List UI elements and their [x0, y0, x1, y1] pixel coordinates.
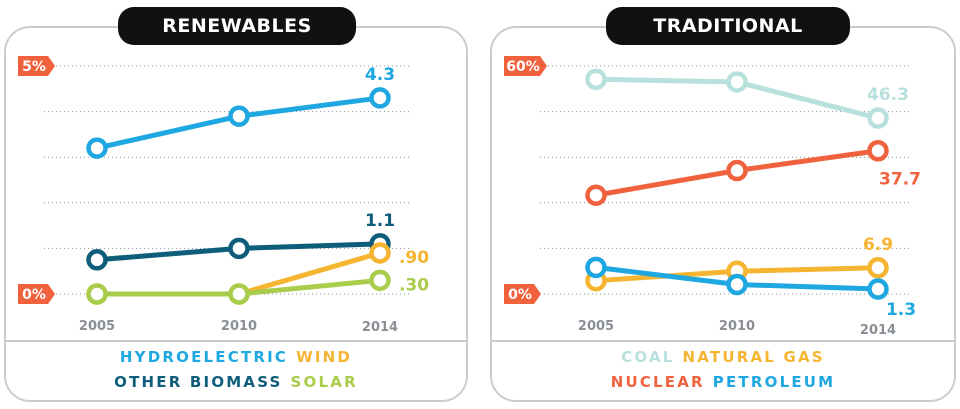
legend-coal: COAL [621, 348, 675, 366]
point-solar [369, 269, 391, 292]
y-tick-label: 0% [508, 287, 532, 303]
point-nuclear [726, 159, 748, 182]
traditional-title: TRADITIONAL [606, 7, 850, 45]
x-tick-label: 2005 [578, 319, 614, 334]
point-coal [867, 107, 889, 129]
renewables-chart: 5% 0% 2005 2010 2014 4.3 1.1.90 .30 [18, 56, 429, 335]
renewables-legend-row-1: HYDROELECTRIC WIND [6, 348, 466, 366]
data-label-petroleum: 1.3 [886, 300, 916, 320]
data-label-wind: .90 [399, 248, 429, 268]
point-petroleum [585, 256, 607, 279]
y-tick-label: 0% [22, 287, 46, 303]
point-nuclear [585, 184, 607, 206]
legend-natural-gas: NATURAL GAS [682, 348, 825, 366]
point-natural-gas [867, 257, 889, 279]
traditional-panel [490, 26, 956, 402]
data-label-other-biomass: 1.1 [365, 211, 395, 231]
x-tick-label: 2010 [719, 319, 755, 334]
data-label-hydroelectric: 4.3 [365, 65, 395, 85]
x-tick-label: 2014 [362, 320, 398, 335]
legend-nuclear: NUCLEAR [610, 373, 705, 391]
y-tick-tag [504, 284, 541, 304]
point-nuclear [867, 139, 889, 162]
legend-other-biomass: OTHER BIOMASS [114, 373, 283, 391]
x-tick-label: 2014 [860, 323, 896, 338]
renewables-panel [4, 26, 468, 402]
y-tick-label: 60% [506, 59, 540, 75]
legend-wind: WIND [296, 348, 353, 366]
x-tick-label: 2005 [79, 319, 115, 334]
renewables-legend-row-2: OTHER BIOMASS SOLAR [6, 373, 466, 391]
y-tick-tag [18, 56, 55, 76]
point-coal [726, 71, 748, 93]
point-hydroelectric [86, 137, 108, 159]
traditional-legend-row-1: COAL NATURAL GAS [492, 348, 954, 366]
legend-petroleum: PETROLEUM [712, 373, 836, 391]
data-label-coal: 46.3 [867, 85, 909, 105]
x-tick-label: 2010 [221, 319, 257, 334]
y-tick-label: 5% [22, 59, 46, 75]
point-hydroelectric [369, 87, 391, 109]
point-solar [86, 283, 108, 305]
point-other-biomass [86, 249, 108, 271]
data-label-solar: .30 [399, 275, 429, 295]
renewables-title: RENEWABLES [118, 7, 356, 45]
data-label-natural-gas: 6.9 [863, 235, 893, 255]
point-petroleum [726, 273, 748, 296]
traditional-legend-row-2: NUCLEAR PETROLEUM [492, 373, 954, 391]
point-hydroelectric [228, 105, 250, 127]
data-label-nuclear: 37.7 [879, 170, 921, 190]
traditional-legend-divider [492, 340, 954, 342]
point-wind [369, 242, 391, 264]
point-petroleum [867, 278, 889, 300]
traditional-chart: 60% 0% 2005 2010 2014 46.3 37.7 6.9 1.3 [504, 56, 921, 338]
y-tick-tag [504, 56, 547, 76]
point-solar [228, 283, 250, 305]
legend-hydroelectric: HYDROELECTRIC [119, 348, 289, 366]
point-other-biomass [228, 237, 250, 260]
renewables-legend-divider [6, 340, 466, 342]
y-tick-tag [18, 284, 55, 304]
legend-solar: SOLAR [290, 373, 358, 391]
point-coal [585, 68, 607, 91]
